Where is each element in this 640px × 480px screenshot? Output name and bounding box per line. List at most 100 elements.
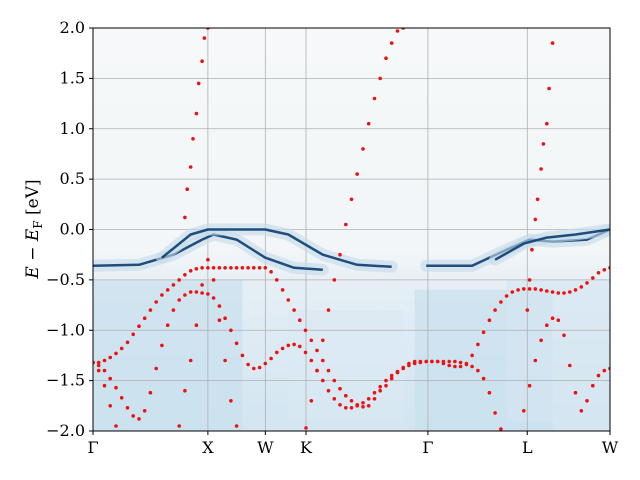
dft-point — [188, 269, 193, 273]
dft-point — [200, 266, 204, 270]
y-tick-label: 0.5 — [60, 169, 85, 188]
dft-point — [298, 318, 302, 323]
dft-point — [332, 397, 337, 401]
dft-point — [545, 289, 549, 293]
dft-point — [137, 324, 141, 329]
dft-point — [223, 358, 227, 363]
dft-point — [547, 86, 551, 91]
dft-point — [378, 388, 383, 393]
dft-point — [573, 288, 578, 292]
dft-point — [602, 268, 607, 272]
y-tick-label: 0.0 — [60, 220, 85, 239]
y-tick-label: −1.5 — [46, 371, 85, 390]
dft-point — [527, 287, 532, 291]
dft-point — [591, 383, 595, 388]
plot-area — [92, 27, 611, 432]
dft-point — [280, 346, 285, 351]
dft-point — [516, 288, 520, 292]
dft-point — [263, 361, 268, 366]
dft-point — [562, 333, 566, 338]
dft-point — [206, 257, 210, 262]
dft-point — [527, 278, 532, 282]
dft-point — [154, 300, 158, 304]
dft-point — [217, 304, 222, 308]
dft-point — [499, 300, 503, 304]
dft-point — [602, 368, 607, 373]
dft-point — [407, 363, 411, 368]
dft-point — [556, 291, 561, 295]
dft-point — [527, 383, 532, 388]
dft-point — [395, 29, 400, 33]
x-tick-label: L — [522, 438, 533, 457]
dft-point — [539, 167, 543, 171]
y-tick-label: −2.0 — [46, 421, 85, 440]
dft-point — [309, 358, 314, 363]
dft-point — [196, 81, 201, 86]
dft-point — [338, 252, 342, 257]
dft-point — [188, 165, 193, 169]
dft-point — [177, 278, 181, 282]
y-axis-label-sub: F — [31, 220, 45, 228]
y-tick-label: 1.0 — [60, 119, 85, 138]
dft-point — [361, 405, 365, 409]
dft-point — [142, 316, 147, 321]
dft-point — [453, 364, 457, 369]
dft-point — [102, 368, 107, 373]
dft-point — [280, 288, 285, 292]
y-axis-ticks: 2.0 1.5 1.0 0.5 0.0 −0.5 −1.0 −1.5 −2.0 — [46, 18, 93, 440]
dft-point — [344, 406, 348, 410]
dft-point — [171, 283, 176, 287]
dft-point — [183, 293, 187, 297]
dft-point — [533, 287, 538, 291]
dft-point — [568, 363, 572, 368]
dft-point — [96, 360, 101, 365]
dft-point — [430, 359, 434, 364]
dft-point — [108, 355, 112, 360]
dft-point — [464, 362, 469, 367]
dft-point — [194, 323, 199, 328]
dft-point — [366, 404, 371, 408]
dft-point — [344, 393, 348, 398]
dft-point — [349, 197, 354, 202]
dft-point — [114, 424, 118, 428]
y-axis-label-main: E − E — [23, 228, 43, 279]
dft-point — [321, 338, 325, 343]
dft-point — [470, 353, 474, 358]
dft-point — [200, 59, 204, 63]
dft-point — [223, 316, 227, 321]
dft-point — [332, 278, 337, 282]
dft-point — [240, 353, 245, 358]
dft-point — [453, 359, 457, 364]
dft-point — [412, 361, 417, 366]
dft-point — [545, 121, 549, 126]
dft-point — [321, 378, 325, 383]
dft-point — [183, 273, 187, 277]
dft-point — [108, 376, 112, 381]
dft-point — [309, 399, 314, 403]
spectral-heatmap — [93, 279, 610, 431]
band-line-3 — [494, 228, 610, 261]
dft-point — [441, 359, 446, 364]
dft-point — [349, 406, 354, 410]
dft-point — [148, 308, 153, 312]
dft-point — [125, 406, 130, 410]
dft-point — [525, 308, 530, 312]
dft-point — [114, 385, 118, 390]
dft-point — [160, 343, 164, 348]
dft-point — [372, 397, 377, 401]
dft-point — [470, 364, 474, 369]
dft-point — [361, 147, 365, 151]
dft-point — [171, 308, 176, 312]
dft-point — [275, 350, 279, 355]
dft-point — [252, 366, 256, 371]
dft-point — [579, 285, 584, 289]
dft-point — [102, 358, 107, 363]
dft-point — [378, 76, 383, 81]
dft-point — [194, 267, 199, 271]
dft-point — [535, 197, 540, 202]
dft-point — [550, 316, 555, 321]
dft-point — [344, 222, 348, 227]
dft-point — [240, 266, 245, 270]
dft-band-points — [93, 28, 610, 431]
dft-point — [252, 266, 256, 270]
